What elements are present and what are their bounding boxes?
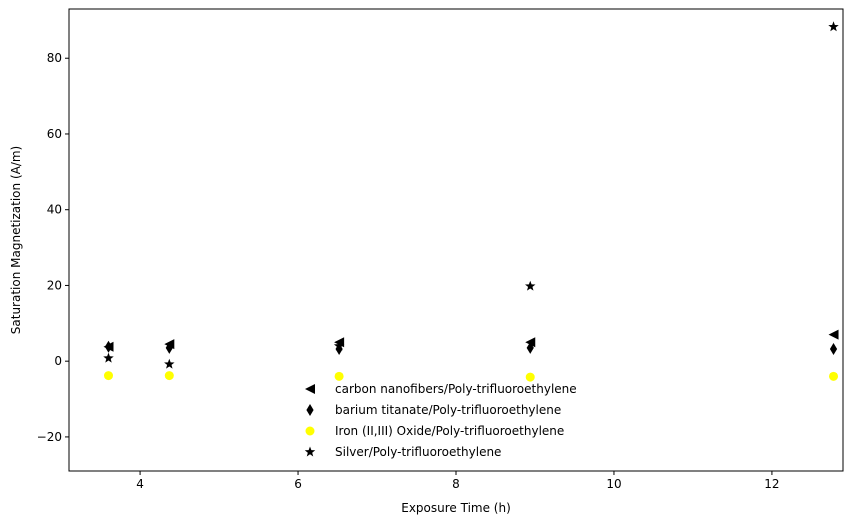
data-point [828, 21, 839, 32]
data-point [334, 371, 344, 381]
data-point [525, 280, 536, 291]
legend-item: barium titanate/Poly-trifluoroethylene [306, 403, 561, 417]
data-point [333, 340, 345, 351]
legend-item: Iron (II,III) Oxide/Poly-trifluoroethyle… [305, 424, 564, 438]
legend-label: Silver/Poly-trifluoroethylene [335, 445, 501, 459]
series-3 [103, 371, 839, 382]
y-tick-label: −20 [37, 430, 62, 444]
legend-label: barium titanate/Poly-trifluoroethylene [335, 403, 561, 417]
legend-item: Silver/Poly-trifluoroethylene [304, 445, 501, 459]
x-tick-label: 4 [136, 477, 144, 491]
x-tick-label: 12 [764, 477, 779, 491]
data-point [335, 343, 343, 356]
legend-label: carbon nanofibers/Poly-trifluoroethylene [335, 382, 577, 396]
data-point [165, 341, 173, 354]
data-point [829, 343, 838, 356]
data-point [103, 352, 114, 363]
data-point [525, 372, 535, 382]
legend-label: Iron (II,III) Oxide/Poly-trifluoroethyle… [335, 424, 564, 438]
y-tick-label: 0 [54, 354, 62, 368]
x-tick-label: 10 [606, 477, 621, 491]
data-point [164, 371, 174, 381]
legend-marker [306, 404, 314, 416]
data-point [829, 371, 839, 381]
axes-frame [68, 8, 844, 472]
series-2 [104, 340, 838, 356]
x-axis-label: Exposure Time (h) [401, 501, 511, 515]
y-tick-label: 80 [47, 51, 62, 65]
series-4 [103, 21, 839, 369]
x-tick-label: 6 [294, 477, 302, 491]
legend-item: carbon nanofibers/Poly-trifluoroethylene [305, 382, 577, 396]
series-1 [103, 329, 839, 352]
legend-marker [305, 426, 315, 436]
y-tick-label: 20 [47, 278, 62, 292]
data-point [526, 341, 534, 354]
y-tick-label: 40 [47, 203, 62, 217]
y-axis: −20 0 20 40 60 80 [37, 51, 69, 444]
x-axis: 4 6 8 10 12 [136, 471, 780, 491]
y-tick-label: 60 [47, 127, 62, 141]
data-point [104, 340, 113, 353]
legend: carbon nanofibers/Poly-trifluoroethylene… [304, 382, 577, 459]
legend-marker [304, 446, 316, 457]
data-point [164, 358, 175, 369]
legend-marker [305, 384, 315, 394]
data-point [828, 329, 839, 340]
y-axis-label: Saturation Magnetization (A/m) [9, 146, 23, 334]
data-point [103, 371, 113, 381]
x-tick-label: 8 [452, 477, 460, 491]
plot-area [103, 21, 839, 382]
